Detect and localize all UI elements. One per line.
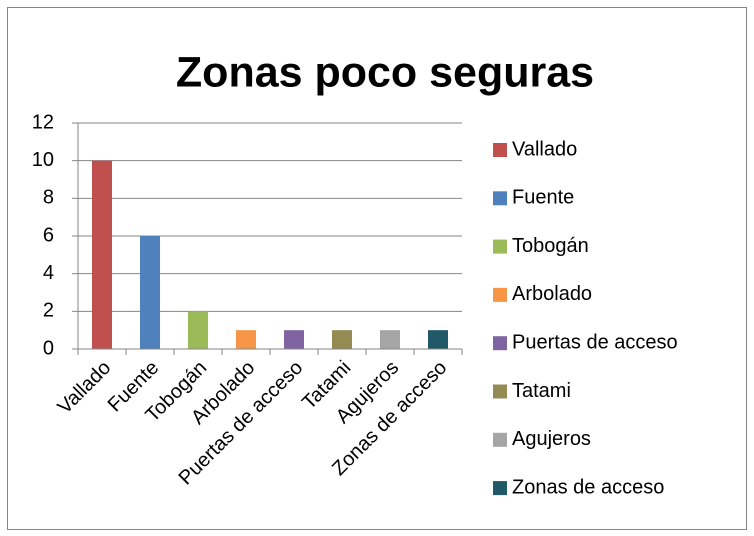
bar	[140, 236, 160, 349]
legend-swatch	[493, 336, 507, 351]
legend-label: Fuente	[512, 187, 574, 209]
legend-label: Puertas de acceso	[512, 331, 678, 353]
legend-label: Zonas de acceso	[512, 476, 664, 498]
y-tick-label: 8	[43, 187, 54, 209]
bar	[92, 160, 112, 349]
bar	[332, 330, 352, 349]
y-tick-label: 2	[43, 300, 54, 322]
legend-label: Tatami	[512, 380, 571, 402]
y-tick-label: 10	[32, 149, 54, 171]
y-tick-label: 4	[43, 262, 54, 284]
legend-swatch	[493, 239, 507, 254]
legend-label: Tobogán	[512, 235, 589, 257]
legend-swatch	[493, 481, 507, 496]
legend-swatch	[493, 143, 507, 157]
legend-swatch	[493, 432, 507, 447]
bar	[236, 330, 256, 349]
chart-title: Zonas poco seguras	[176, 48, 594, 96]
legend-label: Vallado	[512, 138, 577, 160]
legend-swatch	[493, 384, 507, 399]
y-tick-label: 12	[32, 111, 54, 133]
bar	[188, 311, 208, 349]
legend-label: Arbolado	[512, 283, 592, 305]
legend-swatch	[493, 287, 507, 302]
legend-swatch	[493, 191, 507, 206]
y-tick-label: 0	[43, 337, 54, 359]
y-tick-label: 6	[43, 224, 54, 246]
bar	[380, 330, 400, 349]
legend-label: Agujeros	[512, 428, 591, 450]
chart-border	[7, 7, 747, 530]
bar	[284, 330, 304, 349]
bar	[428, 330, 448, 349]
